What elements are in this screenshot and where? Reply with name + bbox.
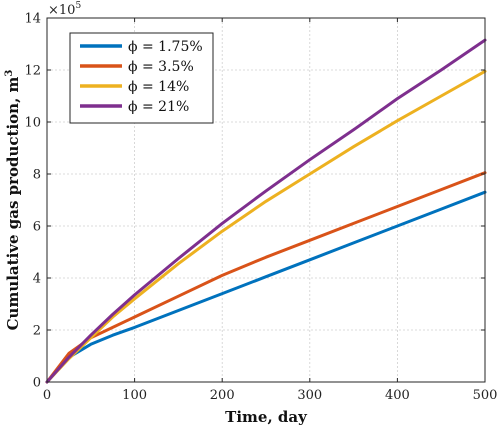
legend-label-3: ϕ = 14% — [128, 79, 189, 95]
series-layer — [45, 38, 487, 384]
y-tick-label: 14 — [24, 12, 41, 27]
y-multiplier: ×105 — [48, 1, 81, 18]
series-line-3 — [45, 69, 487, 384]
legend-label-4: ϕ = 21% — [128, 99, 189, 115]
x-tick-label: 300 — [297, 388, 322, 403]
y-axis-title: Cumulative gas production, m3 — [4, 70, 22, 331]
legend: ϕ = 1.75% ϕ = 3.5% ϕ = 14% ϕ = 21% — [69, 32, 214, 124]
x-tick-label: 100 — [122, 388, 147, 403]
legend-label-2: ϕ = 3.5% — [128, 59, 194, 75]
y-tick-label: 8 — [33, 168, 41, 183]
legend-label-1: ϕ = 1.75% — [128, 39, 203, 55]
series-line-4 — [45, 38, 487, 384]
y-tick-label: 10 — [24, 116, 41, 131]
legend-box — [69, 32, 214, 124]
x-tick-label: 500 — [473, 388, 498, 403]
y-tick-label: 12 — [24, 64, 41, 79]
plot-frame — [46, 17, 486, 383]
y-tick-label: 0 — [33, 376, 41, 391]
x-tick-label: 400 — [385, 388, 410, 403]
series-line-1 — [45, 190, 487, 384]
x-tick-label: 0 — [43, 388, 51, 403]
y-tick-label: 6 — [33, 220, 41, 235]
ticks: 0 100 200 300 400 500 0 2 4 6 8 10 12 14 — [24, 12, 497, 404]
y-tick-label: 2 — [33, 324, 41, 339]
x-tick-label: 200 — [210, 388, 235, 403]
x-axis-title: Time, day — [225, 408, 308, 426]
y-tick-label: 4 — [33, 272, 41, 287]
